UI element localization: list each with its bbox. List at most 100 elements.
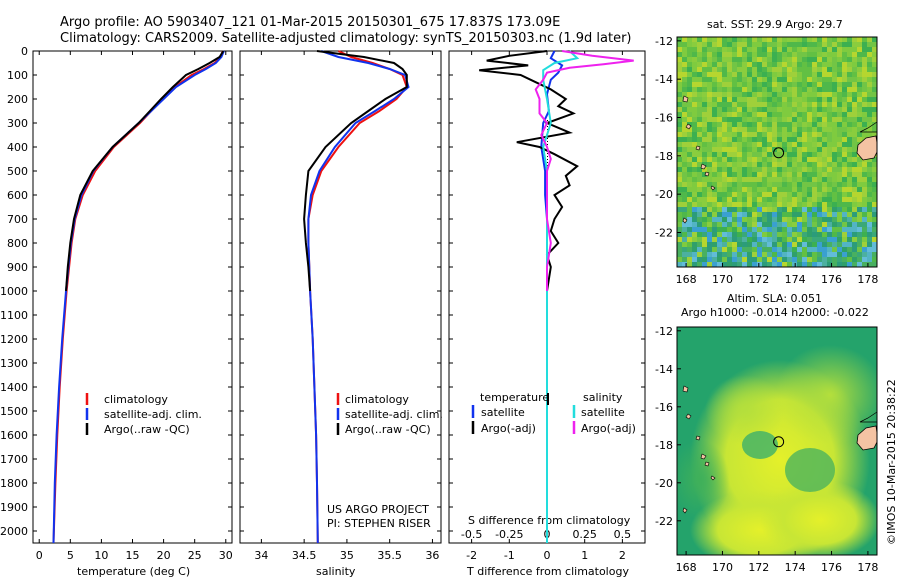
series-line-1 (479, 50, 579, 292)
sst-cell (837, 87, 842, 92)
sst-cell (867, 132, 872, 137)
sst-cell (867, 172, 872, 177)
sst-cell (692, 242, 697, 247)
sst-cell (792, 222, 797, 227)
sst-cell (752, 162, 757, 167)
sst-cell (697, 147, 702, 152)
sst-cell (677, 257, 682, 262)
sst-cell (707, 227, 712, 232)
sst-cell (827, 207, 832, 212)
sst-cell (682, 62, 687, 67)
sst-cell (772, 92, 777, 97)
sst-cell (722, 262, 727, 267)
sst-cell (752, 42, 757, 47)
sst-cell (802, 87, 807, 92)
sst-cell (772, 167, 777, 172)
sst-cell (807, 217, 812, 222)
sst-cell (697, 87, 702, 92)
series-line-2 (65, 50, 225, 292)
sst-cell (777, 227, 782, 232)
depth-tick-label: 700 (7, 213, 28, 226)
sst-cell (692, 82, 697, 87)
sst-cell (712, 42, 717, 47)
sst-cell (682, 77, 687, 82)
sst-cell (782, 167, 787, 172)
sst-cell (852, 117, 857, 122)
sst-cell (827, 152, 832, 157)
series-line-3 (534, 50, 634, 291)
sst-cell (787, 147, 792, 152)
sst-cell (687, 67, 692, 72)
sst-cell (757, 72, 762, 77)
sst-cell (727, 77, 732, 82)
sst-cell (867, 212, 872, 217)
sst-cell (827, 137, 832, 142)
sst-cell (692, 252, 697, 257)
sst-cell (842, 87, 847, 92)
sst-cell (777, 192, 782, 197)
sst-cell (682, 227, 687, 232)
sst-cell (827, 102, 832, 107)
sst-cell (867, 57, 872, 62)
sst-cell (712, 182, 717, 187)
sst-cell (722, 107, 727, 112)
sst-cell (717, 152, 722, 157)
sst-cell (837, 67, 842, 72)
sst-cell (737, 257, 742, 262)
sst-cell (797, 202, 802, 207)
sst-cell (697, 247, 702, 252)
map-x-tick-label: 172 (748, 561, 769, 574)
sst-cell (742, 142, 747, 147)
sst-cell (732, 222, 737, 227)
sst-cell (767, 82, 772, 87)
sst-cell (692, 47, 697, 52)
sst-cell (712, 167, 717, 172)
sst-cell (867, 67, 872, 72)
sst-cell (772, 62, 777, 67)
sst-cell (762, 37, 767, 42)
sst-cell (867, 112, 872, 117)
sst-cell (747, 197, 752, 202)
sst-cell (692, 57, 697, 62)
sst-cell (802, 107, 807, 112)
sst-cell (782, 112, 787, 117)
series-line-2 (303, 50, 408, 292)
sst-cell (712, 132, 717, 137)
sst-cell (677, 127, 682, 132)
sst-cell (777, 122, 782, 127)
sst-cell (762, 152, 767, 157)
sst-cell (797, 102, 802, 107)
sst-cell (847, 137, 852, 142)
sst-cell (732, 237, 737, 242)
sst-cell (737, 202, 742, 207)
sst-cell (767, 222, 772, 227)
sst-cell (772, 207, 777, 212)
sst-cell (802, 197, 807, 202)
sst-cell (782, 207, 787, 212)
sst-cell (722, 112, 727, 117)
sst-cell (717, 217, 722, 222)
sst-cell (802, 212, 807, 217)
sst-cell (857, 232, 862, 237)
sst-cell (817, 102, 822, 107)
sst-cell (697, 92, 702, 97)
sst-cell (857, 257, 862, 262)
sst-cell (817, 157, 822, 162)
sst-cell (702, 142, 707, 147)
sst-cell (777, 142, 782, 147)
sst-cell (857, 47, 862, 52)
sst-cell (807, 62, 812, 67)
sst-cell (862, 187, 867, 192)
sst-cell (867, 192, 872, 197)
sst-cell (767, 62, 772, 67)
sst-cell (687, 62, 692, 67)
sst-cell (762, 247, 767, 252)
sst-cell (837, 62, 842, 67)
sst-cell (802, 52, 807, 57)
sst-cell (742, 82, 747, 87)
sst-cell (777, 137, 782, 142)
sst-cell (797, 97, 802, 102)
sst-cell (682, 222, 687, 227)
sst-cell (707, 82, 712, 87)
sst-cell (697, 57, 702, 62)
